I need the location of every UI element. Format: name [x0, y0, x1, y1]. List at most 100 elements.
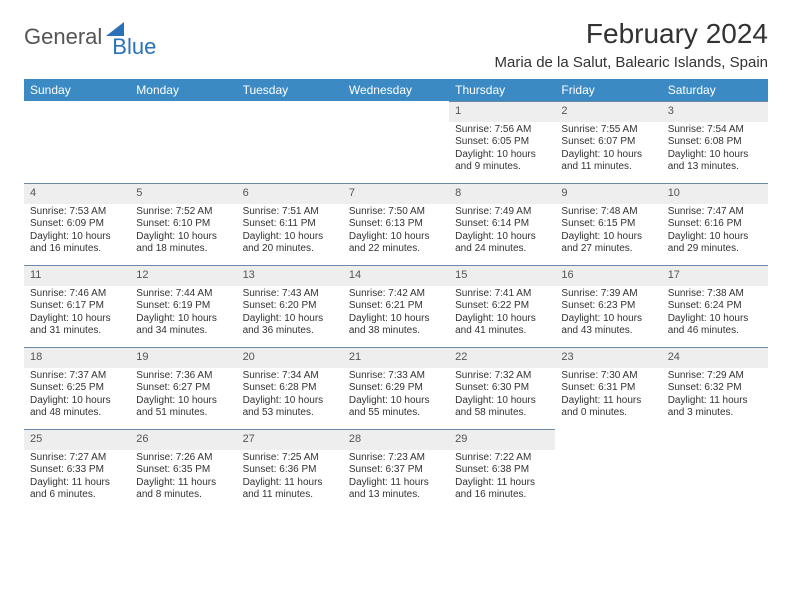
weekday-header: Monday — [130, 79, 236, 101]
calendar-day-cell — [130, 101, 236, 183]
daylight-line: Daylight: 10 hours and 41 minutes. — [455, 313, 549, 338]
daylight-line: Daylight: 10 hours and 51 minutes. — [136, 395, 230, 420]
daylight-line: Daylight: 10 hours and 22 minutes. — [349, 231, 443, 256]
location-subtitle: Maria de la Salut, Balearic Islands, Spa… — [495, 54, 768, 71]
day-number: 4 — [24, 183, 130, 204]
daylight-line: Daylight: 10 hours and 18 minutes. — [136, 231, 230, 256]
day-number: 26 — [130, 429, 236, 450]
calendar-day-cell: 6Sunrise: 7:51 AMSunset: 6:11 PMDaylight… — [237, 183, 343, 265]
calendar-day-cell: 15Sunrise: 7:41 AMSunset: 6:22 PMDayligh… — [449, 265, 555, 347]
title-block: February 2024 Maria de la Salut, Baleari… — [495, 18, 768, 71]
sunrise-line: Sunrise: 7:42 AM — [349, 288, 443, 301]
logo-text-general: General — [24, 24, 102, 50]
day-details: Sunrise: 7:29 AMSunset: 6:32 PMDaylight:… — [662, 368, 768, 424]
day-number: 16 — [555, 265, 661, 286]
sunrise-line: Sunrise: 7:51 AM — [243, 206, 337, 219]
daylight-line: Daylight: 10 hours and 20 minutes. — [243, 231, 337, 256]
sunrise-line: Sunrise: 7:22 AM — [455, 452, 549, 465]
calendar-day-cell: 13Sunrise: 7:43 AMSunset: 6:20 PMDayligh… — [237, 265, 343, 347]
daylight-line: Daylight: 10 hours and 48 minutes. — [30, 395, 124, 420]
day-number: 8 — [449, 183, 555, 204]
day-details: Sunrise: 7:44 AMSunset: 6:19 PMDaylight:… — [130, 286, 236, 342]
weekday-header: Wednesday — [343, 79, 449, 101]
calendar-day-cell — [343, 101, 449, 183]
sunrise-line: Sunrise: 7:53 AM — [30, 206, 124, 219]
sunset-line: Sunset: 6:31 PM — [561, 382, 655, 395]
day-details: Sunrise: 7:38 AMSunset: 6:24 PMDaylight:… — [662, 286, 768, 342]
sunrise-line: Sunrise: 7:49 AM — [455, 206, 549, 219]
sunrise-line: Sunrise: 7:39 AM — [561, 288, 655, 301]
daylight-line: Daylight: 11 hours and 16 minutes. — [455, 477, 549, 502]
day-details: Sunrise: 7:53 AMSunset: 6:09 PMDaylight:… — [24, 204, 130, 260]
day-details: Sunrise: 7:39 AMSunset: 6:23 PMDaylight:… — [555, 286, 661, 342]
daylight-line: Daylight: 10 hours and 13 minutes. — [668, 149, 762, 174]
day-number: 21 — [343, 347, 449, 368]
day-details: Sunrise: 7:25 AMSunset: 6:36 PMDaylight:… — [237, 450, 343, 506]
sunrise-line: Sunrise: 7:55 AM — [561, 124, 655, 137]
calendar-week-row: 1Sunrise: 7:56 AMSunset: 6:05 PMDaylight… — [24, 101, 768, 183]
day-details: Sunrise: 7:56 AMSunset: 6:05 PMDaylight:… — [449, 122, 555, 178]
day-details: Sunrise: 7:36 AMSunset: 6:27 PMDaylight:… — [130, 368, 236, 424]
daylight-line: Daylight: 11 hours and 11 minutes. — [243, 477, 337, 502]
calendar-day-cell: 22Sunrise: 7:32 AMSunset: 6:30 PMDayligh… — [449, 347, 555, 429]
calendar-day-cell: 24Sunrise: 7:29 AMSunset: 6:32 PMDayligh… — [662, 347, 768, 429]
sunrise-line: Sunrise: 7:26 AM — [136, 452, 230, 465]
day-details: Sunrise: 7:30 AMSunset: 6:31 PMDaylight:… — [555, 368, 661, 424]
day-details: Sunrise: 7:37 AMSunset: 6:25 PMDaylight:… — [24, 368, 130, 424]
day-details: Sunrise: 7:41 AMSunset: 6:22 PMDaylight:… — [449, 286, 555, 342]
calendar-day-cell: 12Sunrise: 7:44 AMSunset: 6:19 PMDayligh… — [130, 265, 236, 347]
calendar-day-cell: 28Sunrise: 7:23 AMSunset: 6:37 PMDayligh… — [343, 429, 449, 511]
calendar-week-row: 18Sunrise: 7:37 AMSunset: 6:25 PMDayligh… — [24, 347, 768, 429]
daylight-line: Daylight: 10 hours and 46 minutes. — [668, 313, 762, 338]
sunset-line: Sunset: 6:25 PM — [30, 382, 124, 395]
day-number: 1 — [449, 101, 555, 122]
day-number: 15 — [449, 265, 555, 286]
sunrise-line: Sunrise: 7:38 AM — [668, 288, 762, 301]
sunset-line: Sunset: 6:30 PM — [455, 382, 549, 395]
sunset-line: Sunset: 6:15 PM — [561, 218, 655, 231]
sunset-line: Sunset: 6:24 PM — [668, 300, 762, 313]
sunrise-line: Sunrise: 7:25 AM — [243, 452, 337, 465]
weekday-header: Thursday — [449, 79, 555, 101]
day-details: Sunrise: 7:52 AMSunset: 6:10 PMDaylight:… — [130, 204, 236, 260]
sunset-line: Sunset: 6:38 PM — [455, 464, 549, 477]
day-number: 17 — [662, 265, 768, 286]
day-number: 28 — [343, 429, 449, 450]
daylight-line: Daylight: 10 hours and 11 minutes. — [561, 149, 655, 174]
calendar-day-cell — [24, 101, 130, 183]
logo-text-blue: Blue — [112, 34, 156, 60]
calendar-day-cell: 20Sunrise: 7:34 AMSunset: 6:28 PMDayligh… — [237, 347, 343, 429]
day-number: 19 — [130, 347, 236, 368]
sunset-line: Sunset: 6:19 PM — [136, 300, 230, 313]
sunset-line: Sunset: 6:37 PM — [349, 464, 443, 477]
day-number: 22 — [449, 347, 555, 368]
day-number: 9 — [555, 183, 661, 204]
weekday-header: Friday — [555, 79, 661, 101]
day-details: Sunrise: 7:46 AMSunset: 6:17 PMDaylight:… — [24, 286, 130, 342]
sunset-line: Sunset: 6:32 PM — [668, 382, 762, 395]
sunrise-line: Sunrise: 7:44 AM — [136, 288, 230, 301]
daylight-line: Daylight: 10 hours and 24 minutes. — [455, 231, 549, 256]
daylight-line: Daylight: 10 hours and 9 minutes. — [455, 149, 549, 174]
sunrise-line: Sunrise: 7:34 AM — [243, 370, 337, 383]
day-details: Sunrise: 7:34 AMSunset: 6:28 PMDaylight:… — [237, 368, 343, 424]
sunset-line: Sunset: 6:35 PM — [136, 464, 230, 477]
calendar-day-cell: 26Sunrise: 7:26 AMSunset: 6:35 PMDayligh… — [130, 429, 236, 511]
weekday-header: Saturday — [662, 79, 768, 101]
daylight-line: Daylight: 11 hours and 3 minutes. — [668, 395, 762, 420]
sunset-line: Sunset: 6:21 PM — [349, 300, 443, 313]
day-number: 23 — [555, 347, 661, 368]
sunset-line: Sunset: 6:08 PM — [668, 136, 762, 149]
sunrise-line: Sunrise: 7:27 AM — [30, 452, 124, 465]
daylight-line: Daylight: 11 hours and 6 minutes. — [30, 477, 124, 502]
daylight-line: Daylight: 10 hours and 55 minutes. — [349, 395, 443, 420]
logo: General Blue — [24, 18, 156, 50]
weekday-header: Tuesday — [237, 79, 343, 101]
day-number: 12 — [130, 265, 236, 286]
day-number: 2 — [555, 101, 661, 122]
day-details: Sunrise: 7:23 AMSunset: 6:37 PMDaylight:… — [343, 450, 449, 506]
calendar-week-row: 4Sunrise: 7:53 AMSunset: 6:09 PMDaylight… — [24, 183, 768, 265]
daylight-line: Daylight: 10 hours and 36 minutes. — [243, 313, 337, 338]
sunset-line: Sunset: 6:36 PM — [243, 464, 337, 477]
weekday-header: Sunday — [24, 79, 130, 101]
